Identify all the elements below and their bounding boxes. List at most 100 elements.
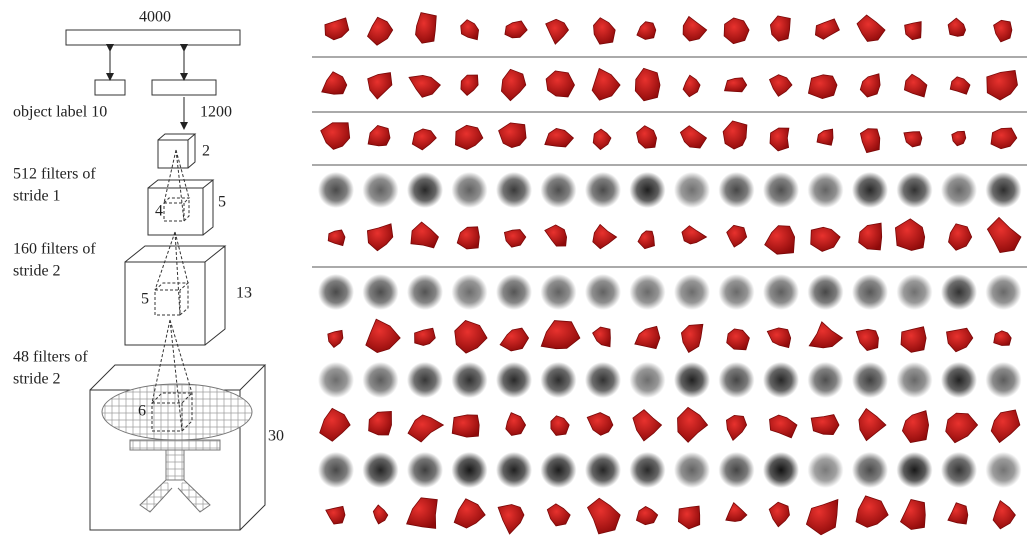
gray-filter (407, 452, 443, 488)
filter-visualization-grid (312, 13, 1027, 535)
gray-filter (852, 362, 888, 398)
red-shape (859, 409, 886, 441)
red-shape (547, 504, 570, 526)
figure: 4000 object label 10 1200 2 5 4 13 5 (0, 0, 1027, 536)
red-shape (727, 329, 750, 350)
red-shape (455, 125, 483, 149)
gray-filter (674, 274, 710, 310)
cube-size: 13 (236, 285, 252, 302)
gray-filter (941, 362, 977, 398)
red-shape (328, 330, 343, 347)
red-shape (501, 69, 525, 100)
red-shape (637, 22, 656, 40)
gray-filter (852, 172, 888, 208)
gray-filter (318, 172, 354, 208)
gray-filter (897, 274, 933, 310)
red-shape (457, 227, 479, 249)
gray-filter (763, 274, 799, 310)
gray-filter (986, 362, 1022, 398)
red-shape (683, 75, 700, 97)
filter (164, 198, 189, 221)
red-shape (770, 75, 793, 97)
red-shape (947, 328, 973, 352)
gray-filter (363, 452, 399, 488)
gray-filter (452, 452, 488, 488)
gray-filter (808, 452, 844, 488)
gray-filter (674, 362, 710, 398)
red-shape (765, 226, 795, 255)
gray-filter (585, 274, 621, 310)
red-shape (859, 223, 882, 250)
top-units: 4000 (139, 9, 171, 26)
red-shape (770, 16, 790, 41)
red-shape (506, 413, 526, 436)
red-shape (727, 225, 747, 247)
cube-size: 5 (218, 194, 226, 211)
gray-filter (941, 452, 977, 488)
red-shape (461, 20, 479, 40)
layer-label: 160 filters of (13, 241, 96, 258)
gray-filter (986, 452, 1022, 488)
red-shape (546, 19, 569, 44)
red-shape (808, 75, 837, 99)
gray-filter (452, 274, 488, 310)
red-shape (593, 225, 617, 249)
gray-filter (318, 362, 354, 398)
red-shape (817, 129, 833, 145)
filter-size: 6 (138, 403, 146, 420)
red-shape (455, 321, 487, 354)
gray-filter (719, 362, 755, 398)
gray-filter (541, 172, 577, 208)
red-shape (636, 507, 657, 525)
red-shape (498, 505, 524, 535)
red-shape (994, 20, 1012, 42)
network-diagram: 4000 object label 10 1200 2 5 4 13 5 (13, 9, 284, 530)
red-shape (725, 78, 747, 92)
red-shape (412, 129, 436, 150)
red-shape (504, 230, 525, 248)
hidden-layer (152, 80, 216, 95)
cube-size: 30 (268, 428, 284, 445)
layer-label: stride 1 (13, 188, 61, 205)
red-shape (551, 416, 569, 436)
gray-filter (541, 452, 577, 488)
filter-size: 4 (155, 203, 163, 220)
red-shape (683, 17, 707, 42)
gray-filter (585, 452, 621, 488)
red-shape (454, 499, 485, 528)
red-shape (769, 502, 789, 527)
layer-label: stride 2 (13, 263, 61, 280)
red-shape (857, 15, 885, 41)
gray-filter (496, 452, 532, 488)
red-shape (500, 328, 528, 351)
gray-filter (852, 452, 888, 488)
red-shape (505, 21, 527, 38)
red-shape (950, 77, 970, 94)
gray-filter (808, 274, 844, 310)
red-shape (367, 224, 392, 251)
gray-filter (763, 172, 799, 208)
red-shape (952, 131, 966, 146)
red-shape (904, 132, 922, 147)
red-shape (724, 18, 749, 44)
gray-filter (541, 274, 577, 310)
gray-filter (363, 362, 399, 398)
red-shape (991, 128, 1017, 149)
red-shape (328, 230, 345, 246)
red-shape (592, 69, 620, 101)
gray-filter (363, 274, 399, 310)
red-shape (948, 18, 966, 36)
gray-filter (941, 274, 977, 310)
red-shape (408, 415, 443, 442)
red-shape (368, 17, 393, 45)
red-shape (368, 73, 392, 99)
filter (155, 283, 188, 315)
red-shape (949, 224, 972, 251)
red-shape (948, 503, 968, 524)
red-shape (770, 415, 798, 438)
red-shape (680, 126, 706, 148)
red-shape (987, 71, 1018, 101)
gray-filter (763, 362, 799, 398)
red-shape (806, 500, 838, 535)
gray-filter (897, 362, 933, 398)
